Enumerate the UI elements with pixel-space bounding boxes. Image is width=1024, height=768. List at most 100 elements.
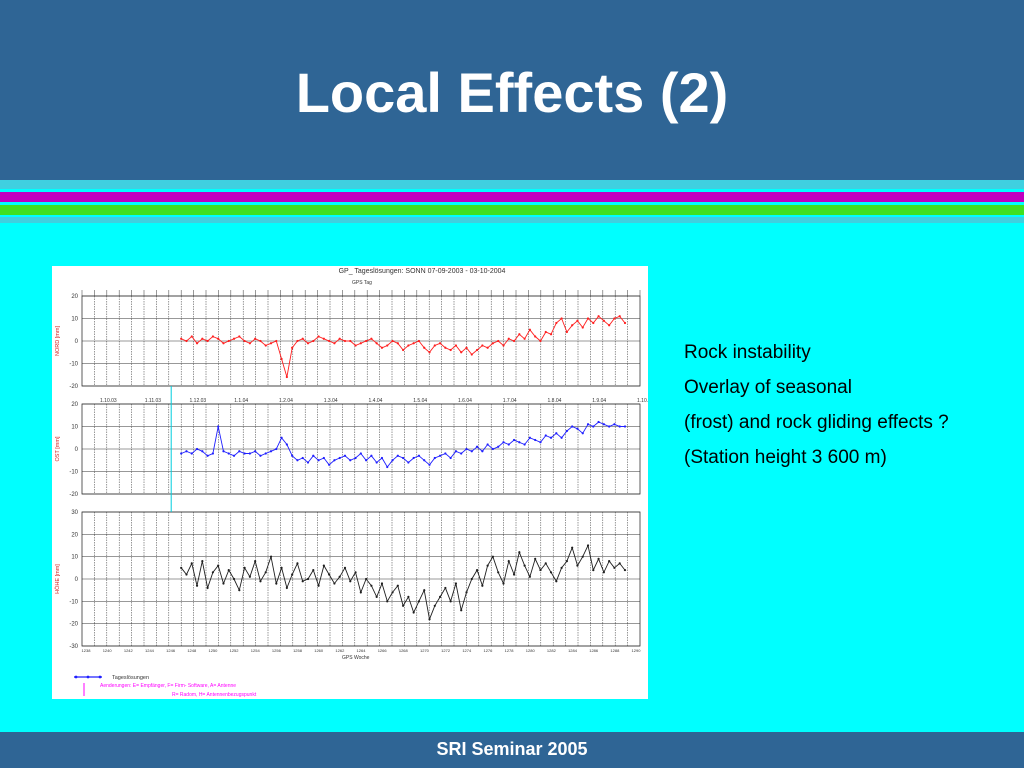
data-point xyxy=(460,452,463,455)
y-tick-label: -10 xyxy=(69,470,78,476)
date-tick-label: 1.6.04 xyxy=(458,398,472,404)
data-point xyxy=(565,429,568,433)
data-point xyxy=(586,544,590,547)
data-point xyxy=(227,452,230,455)
data-point xyxy=(571,324,574,327)
data-point xyxy=(486,443,489,446)
data-point xyxy=(328,463,331,466)
data-point xyxy=(444,452,447,455)
data-point xyxy=(243,452,246,455)
data-point xyxy=(301,337,304,340)
legend-series-marker xyxy=(98,675,102,679)
stripe-magenta xyxy=(0,192,1024,202)
data-point xyxy=(433,344,436,347)
data-point xyxy=(312,454,315,457)
data-point xyxy=(359,591,362,594)
chart-title: GP_ Tageslösungen: SONN 07-09-2003 - 03-… xyxy=(339,268,506,275)
date-tick-label: 1.3.04 xyxy=(324,398,338,404)
date-tick-label: 1.1.04 xyxy=(234,398,248,404)
data-point xyxy=(227,568,230,572)
data-point xyxy=(328,339,331,343)
data-point xyxy=(460,351,463,354)
data-point xyxy=(201,450,204,453)
data-point xyxy=(539,568,542,572)
data-point xyxy=(507,560,510,563)
data-point xyxy=(386,465,389,469)
data-point xyxy=(232,577,236,581)
bullet-item: (Station height 3 600 m) xyxy=(684,447,887,468)
data-point xyxy=(248,575,251,578)
data-point xyxy=(275,582,278,585)
date-tick-label: 1.9.04 xyxy=(592,398,606,404)
date-tick-label: 1.8.04 xyxy=(548,398,562,404)
gps-timeseries-chart: GP_ Tageslösungen: SONN 07-09-2003 - 03-… xyxy=(54,268,654,698)
data-point xyxy=(254,337,257,340)
data-point xyxy=(312,339,315,343)
data-point xyxy=(549,436,553,439)
data-point xyxy=(380,456,384,460)
gps-chart-figure: GP_ Tageslösungen: SONN 07-09-2003 - 03-… xyxy=(52,266,654,699)
data-point xyxy=(306,342,310,345)
data-point xyxy=(581,326,584,329)
data-point xyxy=(565,560,568,563)
data-point xyxy=(497,571,500,574)
y-tick-label: 30 xyxy=(71,510,78,516)
date-tick-label: 1.11.03 xyxy=(145,398,162,404)
data-point xyxy=(238,450,241,453)
data-point xyxy=(285,443,288,446)
data-point xyxy=(306,461,310,464)
data-point xyxy=(354,456,357,460)
data-point xyxy=(222,342,225,345)
data-point xyxy=(380,582,384,585)
y-tick-label: 20 xyxy=(71,294,78,300)
data-point xyxy=(528,436,531,439)
data-point xyxy=(333,342,336,345)
data-point xyxy=(597,315,600,318)
data-point xyxy=(301,580,304,583)
data-point xyxy=(195,584,199,587)
data-point xyxy=(454,450,458,453)
data-point xyxy=(349,339,352,343)
data-point xyxy=(322,337,325,340)
data-point xyxy=(571,425,574,428)
data-point xyxy=(497,339,500,343)
data-point xyxy=(544,562,547,565)
data-point xyxy=(291,454,294,457)
gps-week-label: 1244 xyxy=(145,648,155,653)
y-tick-label: -10 xyxy=(69,599,78,605)
y-tick-label: -20 xyxy=(69,492,78,498)
gps-week-label: 1286 xyxy=(589,648,599,653)
data-point xyxy=(180,337,183,340)
data-point xyxy=(428,463,431,466)
bottom-axis-label: GPS Woche xyxy=(342,655,370,661)
chart-panel-2: 20 10 0 -10 -20 OST [mm] xyxy=(55,402,641,498)
gps-week-label: 1268 xyxy=(399,648,409,653)
data-point xyxy=(449,600,452,603)
stripe-cyan-bottom xyxy=(0,217,1024,223)
y-tick-label: 20 xyxy=(71,532,78,538)
data-point xyxy=(470,577,473,581)
data-point xyxy=(248,452,251,455)
data-point xyxy=(343,339,347,343)
data-point xyxy=(264,452,267,455)
stripe-green xyxy=(0,205,1024,215)
gps-week-label: 1278 xyxy=(505,648,515,653)
data-point xyxy=(359,452,362,455)
data-point xyxy=(269,450,273,453)
data-point xyxy=(396,342,399,345)
data-point xyxy=(264,571,267,574)
data-point xyxy=(502,344,505,347)
data-point xyxy=(180,566,183,569)
data-point xyxy=(475,348,479,352)
data-point xyxy=(296,562,299,565)
bullet-item: Overlay of seasonal xyxy=(684,377,852,398)
gps-week-label: 1280 xyxy=(526,648,536,653)
gps-week-label: 1290 xyxy=(632,648,642,653)
data-point xyxy=(523,443,526,446)
data-point xyxy=(238,589,241,592)
chart-panel-1: 20 10 0 -10 -20 NORD [mm] xyxy=(55,294,641,390)
data-point xyxy=(613,566,616,569)
data-point xyxy=(438,454,442,457)
y-tick-label: 10 xyxy=(71,317,78,323)
data-point xyxy=(232,337,236,340)
